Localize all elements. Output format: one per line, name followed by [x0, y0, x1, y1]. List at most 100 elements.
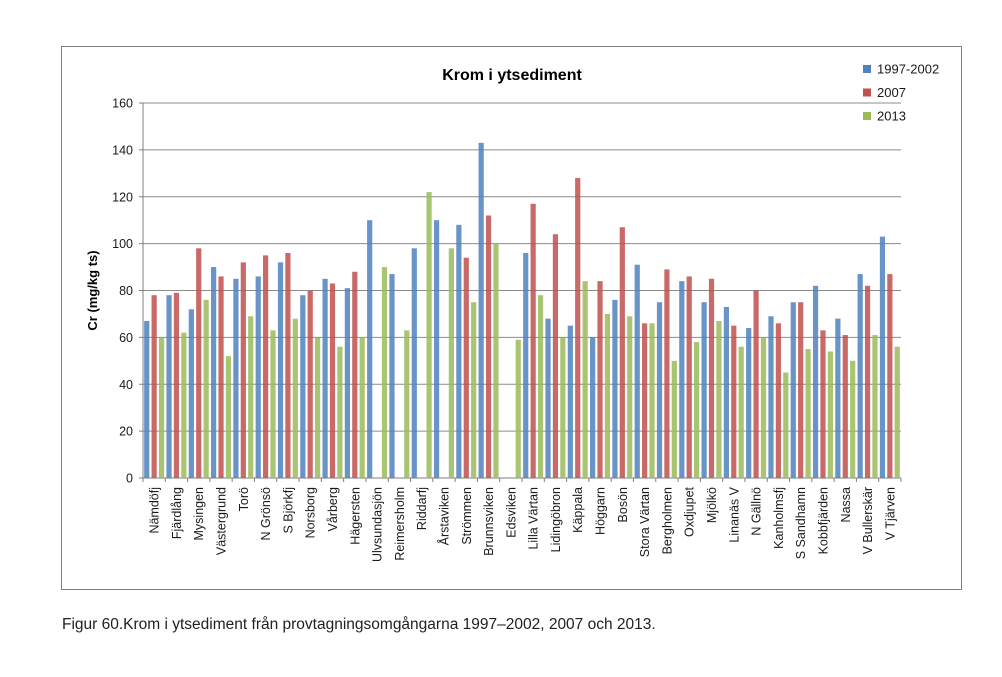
bar-1997-2002 — [367, 220, 373, 478]
legend-label: 2007 — [877, 85, 906, 100]
bar-1997-2002 — [768, 316, 774, 478]
x-tick-label: V Tjärven — [883, 487, 897, 540]
bar-2013 — [760, 337, 767, 478]
x-tick-label: Norsborg — [304, 487, 318, 538]
bar-2013 — [783, 372, 789, 478]
bar-2007 — [552, 234, 559, 478]
figure-caption: Figur 60.Krom i ytsediment från provtagn… — [62, 616, 656, 633]
x-tick-label: Torö — [237, 487, 251, 511]
x-tick-label: Ulvsundasjön — [371, 487, 385, 562]
x-tick-label: Linanäs V — [727, 486, 741, 542]
bar-2007 — [285, 253, 291, 478]
bar-1997-2002 — [523, 253, 529, 478]
bar-2013 — [582, 281, 588, 478]
bar-2007 — [173, 292, 180, 478]
y-tick-label: 0 — [126, 472, 133, 486]
x-tick-label: V Bullerskär — [861, 487, 875, 554]
bar-2007 — [263, 255, 269, 478]
x-tick-label: Bergholmen — [660, 487, 674, 554]
bar-1997-2002 — [857, 274, 863, 478]
legend-label: 2013 — [877, 109, 906, 124]
bar-2013 — [894, 346, 900, 478]
x-tick-label: Kanholmsfj — [772, 487, 786, 549]
x-tick-label: Höggarn — [594, 487, 608, 535]
bar-2007 — [218, 276, 224, 478]
x-tick-label: Västergrund — [215, 487, 229, 555]
bar-1997-2002 — [389, 274, 395, 478]
bar-1997-2002 — [188, 309, 194, 478]
x-tick-label: Mysingen — [192, 487, 206, 541]
bar-1997-2002 — [746, 328, 752, 478]
bar-2007 — [329, 283, 336, 478]
x-tick-label: S Björkfj — [281, 487, 295, 534]
bar-1997-2002 — [656, 302, 663, 478]
bar-2013 — [738, 346, 744, 478]
bar-2013 — [493, 243, 499, 478]
bar-1997-2002 — [300, 295, 306, 478]
bar-1997-2002 — [812, 285, 819, 478]
bar-2007 — [151, 295, 157, 478]
x-tick-label: Reimersholm — [393, 487, 407, 561]
chart-title: Krom i ytsediment — [442, 67, 582, 84]
bar-2007 — [575, 178, 581, 478]
bar-1997-2002 — [701, 302, 707, 478]
bar-1997-2002 — [679, 281, 685, 478]
bar-1997-2002 — [144, 320, 150, 478]
bar-1997-2002 — [277, 262, 284, 478]
bar-2013 — [805, 349, 811, 478]
bar-1997-2002 — [478, 142, 484, 478]
bar-1997-2002 — [790, 302, 796, 478]
bar-1997-2002 — [456, 224, 462, 478]
bar-2013 — [448, 248, 454, 478]
x-tick-label: Hägersten — [348, 487, 362, 545]
x-tick-label: Edsviken — [504, 487, 518, 538]
x-tick-label: Brunnsviken — [482, 487, 496, 556]
bar-2013 — [471, 302, 477, 478]
bar-2013 — [248, 316, 254, 478]
bar-1997-2002 — [879, 236, 886, 478]
legend-swatch — [863, 88, 871, 97]
bar-2007 — [664, 269, 670, 478]
x-tick-label: N Grönsö — [259, 487, 273, 541]
bar-2013 — [850, 360, 856, 478]
x-tick-label: Stora Värtan — [638, 487, 652, 557]
x-tick-label: Käppala — [571, 487, 585, 533]
bar-2007 — [820, 330, 826, 478]
bar-2007 — [642, 323, 648, 478]
x-tick-label: Vårberg — [326, 487, 340, 532]
bar-2007 — [240, 262, 246, 478]
x-tick-label: Bosön — [616, 487, 630, 522]
bar-1997-2002 — [590, 337, 596, 478]
bar-1997-2002 — [612, 299, 618, 478]
bar-2013 — [404, 330, 410, 478]
bar-2007 — [708, 278, 715, 478]
x-tick-label: N Gällnö — [750, 487, 764, 536]
legend-swatch — [863, 112, 871, 120]
bar-2013 — [537, 295, 544, 478]
bar-2013 — [158, 337, 165, 478]
bar-1997-2002 — [255, 276, 261, 478]
bar-1997-2002 — [322, 278, 328, 478]
bar-2013 — [426, 192, 432, 478]
y-tick-label: 100 — [112, 237, 133, 251]
bar-2013 — [560, 337, 566, 478]
bar-1997-2002 — [723, 306, 729, 478]
bar-2007 — [775, 323, 781, 478]
legend-label: 1997-2002 — [877, 62, 939, 77]
bar-2013 — [671, 360, 677, 478]
bar-2007 — [485, 215, 492, 478]
y-tick-label: 120 — [112, 190, 133, 204]
legend-swatch — [863, 65, 871, 73]
bar-2013 — [315, 337, 321, 478]
bar-2007 — [307, 290, 313, 478]
bar-2013 — [872, 335, 878, 478]
bar-1997-2002 — [433, 220, 440, 478]
bar-2007 — [619, 227, 625, 478]
y-tick-label: 40 — [119, 378, 133, 392]
y-tick-label: 60 — [119, 331, 133, 345]
bar-1997-2002 — [211, 267, 217, 478]
chart-svg: 0 20 40 60 80 100 120 140 160 Nämdöfj Fjärdlång Mys… — [85, 62, 939, 563]
x-tick-label: Oxdjupet — [683, 486, 697, 537]
bar-2013 — [515, 339, 521, 478]
bar-2013 — [225, 356, 232, 478]
